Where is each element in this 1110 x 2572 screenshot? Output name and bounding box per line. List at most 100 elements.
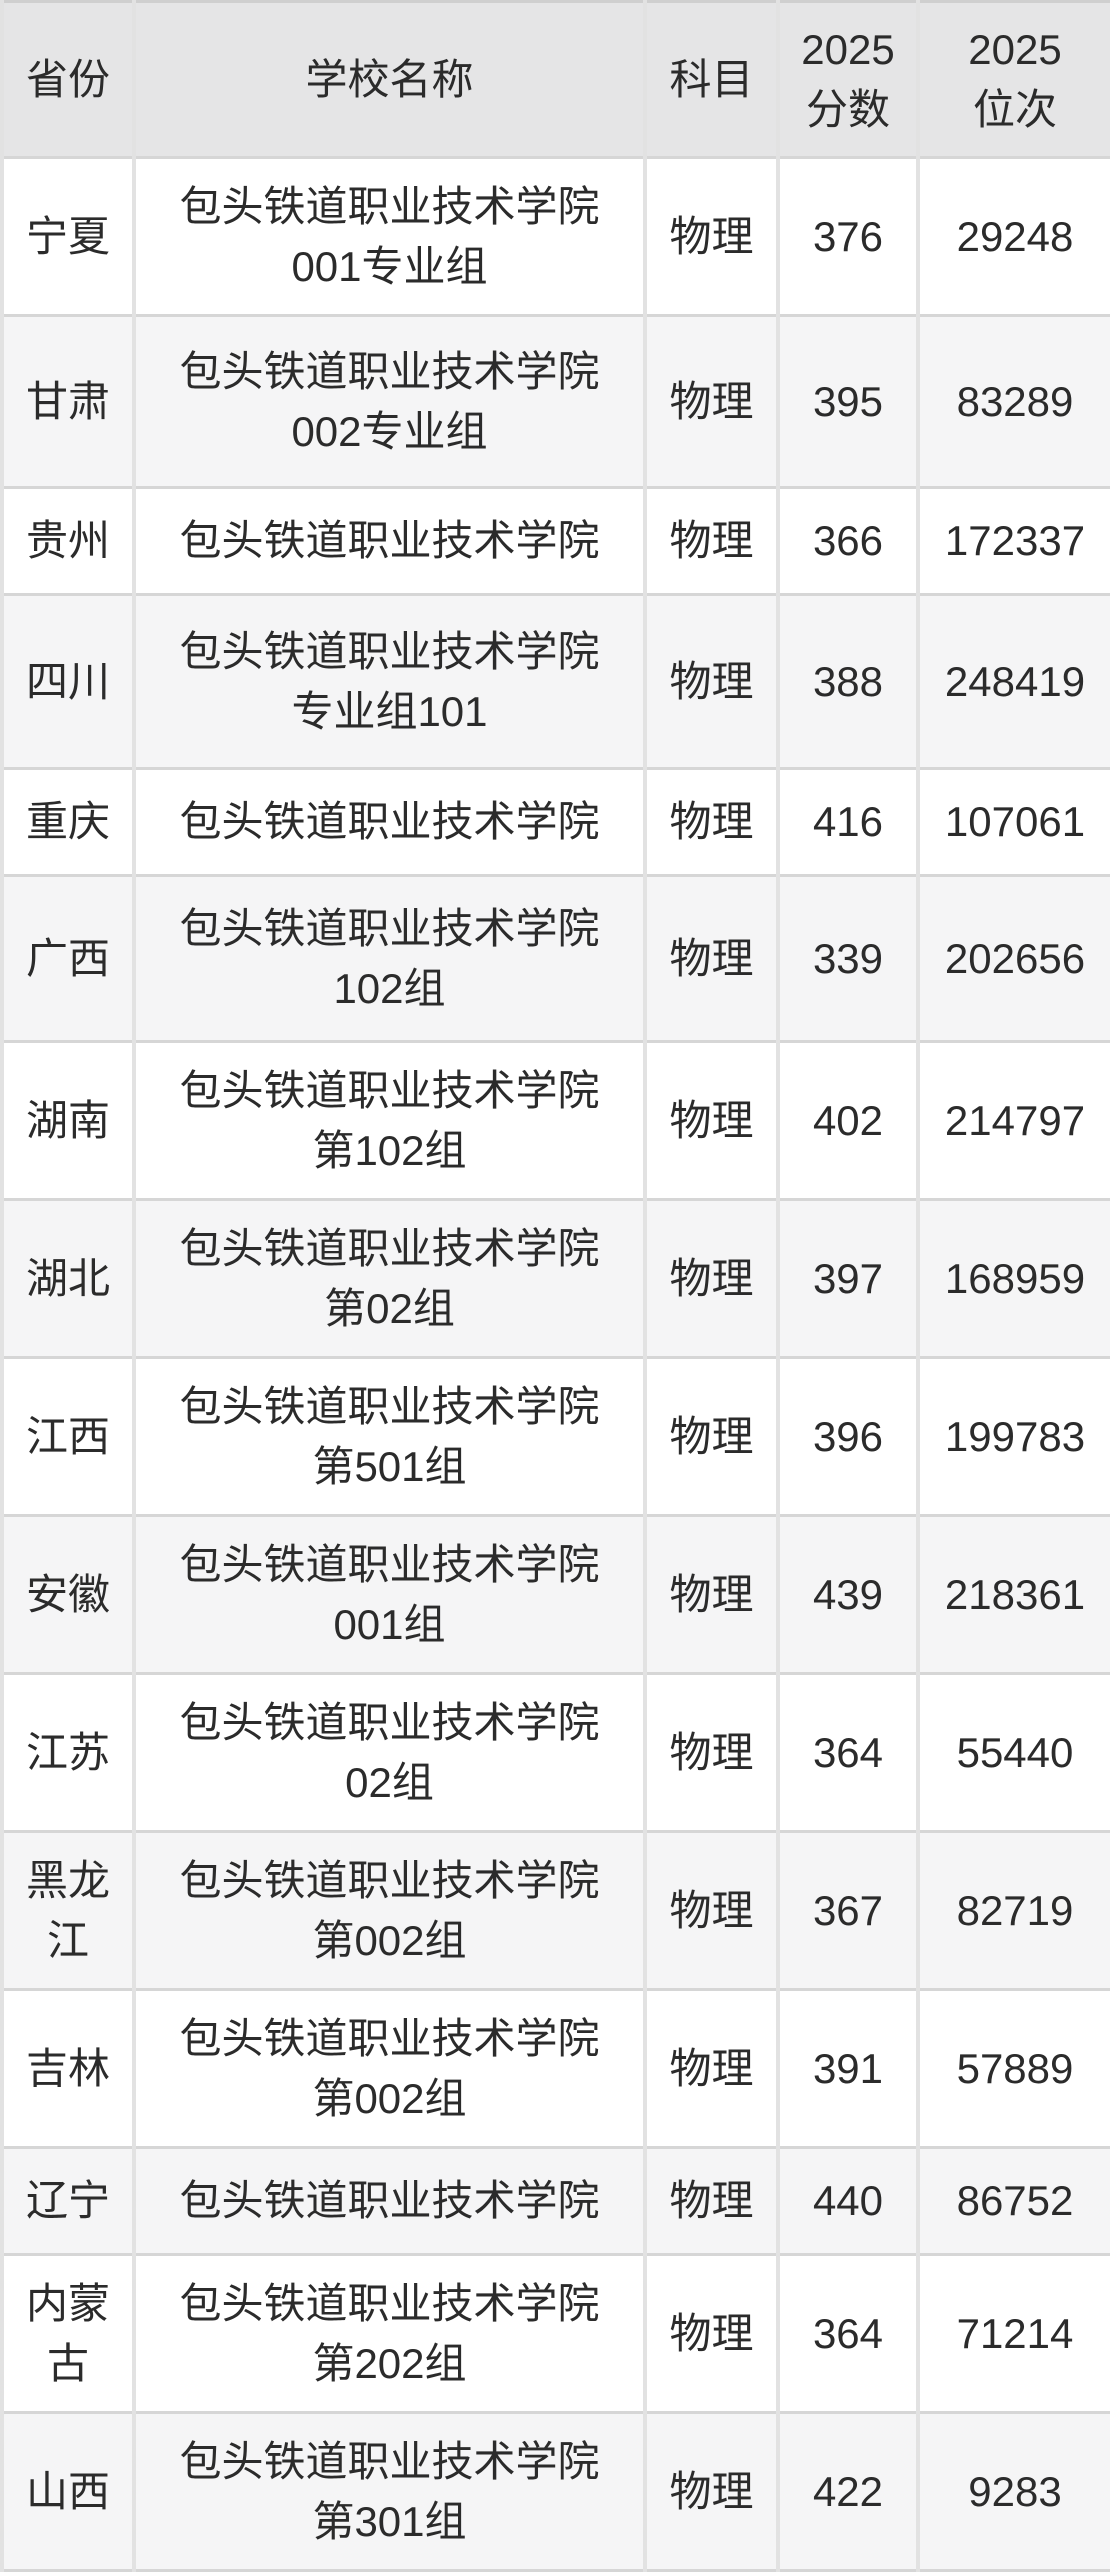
rank-cell: 86752 xyxy=(916,2146,1110,2256)
rank-cell: 82719 xyxy=(916,1830,1110,1991)
province-cell: 湖北 xyxy=(0,1198,136,1359)
header-label: 分数 xyxy=(805,85,890,133)
school-cell: 包头铁道职业技术学院 xyxy=(132,2146,647,2256)
subject-cell: 物理 xyxy=(643,593,780,770)
school-cell: 包头铁道职业技术学院 xyxy=(132,486,647,596)
table-row-heilongjiang: 黑龙江 包头铁道职业技术学院 第002组 物理 367 82719 xyxy=(0,1830,1110,1991)
subject-cell: 物理 xyxy=(643,1672,780,1833)
score-cell: 439 xyxy=(776,1514,920,1675)
school-cell: 包头铁道职业技术学院 xyxy=(132,767,647,877)
school-name: 包头铁道职业技术学院 xyxy=(179,182,600,230)
school-group: 001专业组 xyxy=(291,242,488,290)
table-row-anhui: 安徽 包头铁道职业技术学院 001组 物理 439 218361 xyxy=(0,1514,1110,1675)
school-name: 包头铁道职业技术学院 xyxy=(179,517,600,565)
school-name: 包头铁道职业技术学院 xyxy=(179,2437,600,2485)
school-group: 001组 xyxy=(333,1600,446,1648)
school-cell: 包头铁道职业技术学院 第301组 xyxy=(132,2411,647,2572)
header-label: 省份 xyxy=(25,55,110,103)
province-cell: 甘肃 xyxy=(0,314,136,489)
province-cell: 安徽 xyxy=(0,1514,136,1675)
subject-cell: 物理 xyxy=(643,1988,780,2149)
school-cell: 包头铁道职业技术学院 002专业组 xyxy=(132,314,647,489)
school-name: 包头铁道职业技术学院 xyxy=(179,2177,600,2225)
school-cell: 包头铁道职业技术学院 第02组 xyxy=(132,1198,647,1359)
table-row-jiangxi: 江西 包头铁道职业技术学院 第501组 物理 396 199783 xyxy=(0,1356,1110,1517)
score-cell: 402 xyxy=(776,1040,920,1201)
school-name: 包头铁道职业技术学院 xyxy=(179,627,600,675)
province-cell: 吉林 xyxy=(0,1988,136,2149)
province-cell: 江苏 xyxy=(0,1672,136,1833)
subject-cell: 物理 xyxy=(643,1514,780,1675)
subject-cell: 物理 xyxy=(643,767,780,877)
rank-cell: 71214 xyxy=(916,2253,1110,2414)
school-group: 专业组101 xyxy=(291,687,488,735)
school-group: 102组 xyxy=(333,964,446,1012)
province-cell: 广西 xyxy=(0,874,136,1043)
rank-cell: 29248 xyxy=(916,156,1110,317)
school-cell: 包头铁道职业技术学院 001专业组 xyxy=(132,156,647,317)
school-group: 第02组 xyxy=(324,1284,455,1332)
score-cell: 416 xyxy=(776,767,920,877)
table-row-jilin: 吉林 包头铁道职业技术学院 第002组 物理 391 57889 xyxy=(0,1988,1110,2149)
score-cell: 395 xyxy=(776,314,920,489)
table-body: 宁夏 包头铁道职业技术学院 001专业组 物理 376 29248 甘肃 包头铁道… xyxy=(0,156,1110,2572)
header-label: 位次 xyxy=(972,85,1057,133)
province-cell: 山西 xyxy=(0,2411,136,2572)
school-cell: 包头铁道职业技术学院 001组 xyxy=(132,1514,647,1675)
subject-cell: 物理 xyxy=(643,314,780,489)
subject-cell: 物理 xyxy=(643,874,780,1043)
province-cell: 贵州 xyxy=(0,486,136,596)
school-cell: 包头铁道职业技术学院 102组 xyxy=(132,874,647,1043)
table-row-guangxi: 广西 包头铁道职业技术学院 102组 物理 339 202656 xyxy=(0,874,1110,1043)
column-header-province: 省份 xyxy=(0,0,136,159)
school-group: 第002组 xyxy=(312,2074,467,2122)
school-group: 第002组 xyxy=(312,1916,467,1964)
school-group: 第102组 xyxy=(312,1126,467,1174)
province-cell: 黑龙江 xyxy=(0,1830,136,1991)
school-cell: 包头铁道职业技术学院 第501组 xyxy=(132,1356,647,1517)
subject-cell: 物理 xyxy=(643,486,780,596)
school-group: 02组 xyxy=(345,1758,434,1806)
school-name: 包头铁道职业技术学院 xyxy=(179,2279,600,2327)
score-cell: 366 xyxy=(776,486,920,596)
column-header-rank-2025: 2025 位次 xyxy=(916,0,1110,159)
province-cell: 四川 xyxy=(0,593,136,770)
table-row-hunan: 湖南 包头铁道职业技术学院 第102组 物理 402 214797 xyxy=(0,1040,1110,1201)
score-cell: 364 xyxy=(776,1672,920,1833)
subject-cell: 物理 xyxy=(643,156,780,317)
table-row-guizhou: 贵州 包头铁道职业技术学院 物理 366 172337 xyxy=(0,486,1110,596)
subject-cell: 物理 xyxy=(643,1830,780,1991)
table-row-hubei: 湖北 包头铁道职业技术学院 第02组 物理 397 168959 xyxy=(0,1198,1110,1359)
score-cell: 364 xyxy=(776,2253,920,2414)
score-cell: 339 xyxy=(776,874,920,1043)
province-cell: 宁夏 xyxy=(0,156,136,317)
school-name: 包头铁道职业技术学院 xyxy=(179,904,600,952)
score-cell: 367 xyxy=(776,1830,920,1991)
school-cell: 包头铁道职业技术学院 第102组 xyxy=(132,1040,647,1201)
column-header-school: 学校名称 xyxy=(132,0,647,159)
rank-cell: 214797 xyxy=(916,1040,1110,1201)
table-row-gansu: 甘肃 包头铁道职业技术学院 002专业组 物理 395 83289 xyxy=(0,314,1110,489)
subject-cell: 物理 xyxy=(643,2411,780,2572)
score-cell: 391 xyxy=(776,1988,920,2149)
score-cell: 396 xyxy=(776,1356,920,1517)
school-group: 第301组 xyxy=(312,2497,467,2545)
school-name: 包头铁道职业技术学院 xyxy=(179,2014,600,2062)
school-cell: 包头铁道职业技术学院 第002组 xyxy=(132,1988,647,2149)
school-cell: 包头铁道职业技术学院 专业组101 xyxy=(132,593,647,770)
column-header-subject: 科目 xyxy=(643,0,780,159)
province-cell: 湖南 xyxy=(0,1040,136,1201)
school-name: 包头铁道职业技术学院 xyxy=(179,1224,600,1272)
subject-cell: 物理 xyxy=(643,2146,780,2256)
score-cell: 376 xyxy=(776,156,920,317)
rank-cell: 248419 xyxy=(916,593,1110,770)
school-cell: 包头铁道职业技术学院 02组 xyxy=(132,1672,647,1833)
subject-cell: 物理 xyxy=(643,1040,780,1201)
province-cell: 江西 xyxy=(0,1356,136,1517)
rank-cell: 55440 xyxy=(916,1672,1110,1833)
school-group: 第501组 xyxy=(312,1442,467,1490)
header-row: 省份 学校名称 科目 2025 分数 2025 位次 xyxy=(0,0,1110,159)
school-cell: 包头铁道职业技术学院 第002组 xyxy=(132,1830,647,1991)
table-header: 省份 学校名称 科目 2025 分数 2025 位次 xyxy=(0,0,1110,159)
